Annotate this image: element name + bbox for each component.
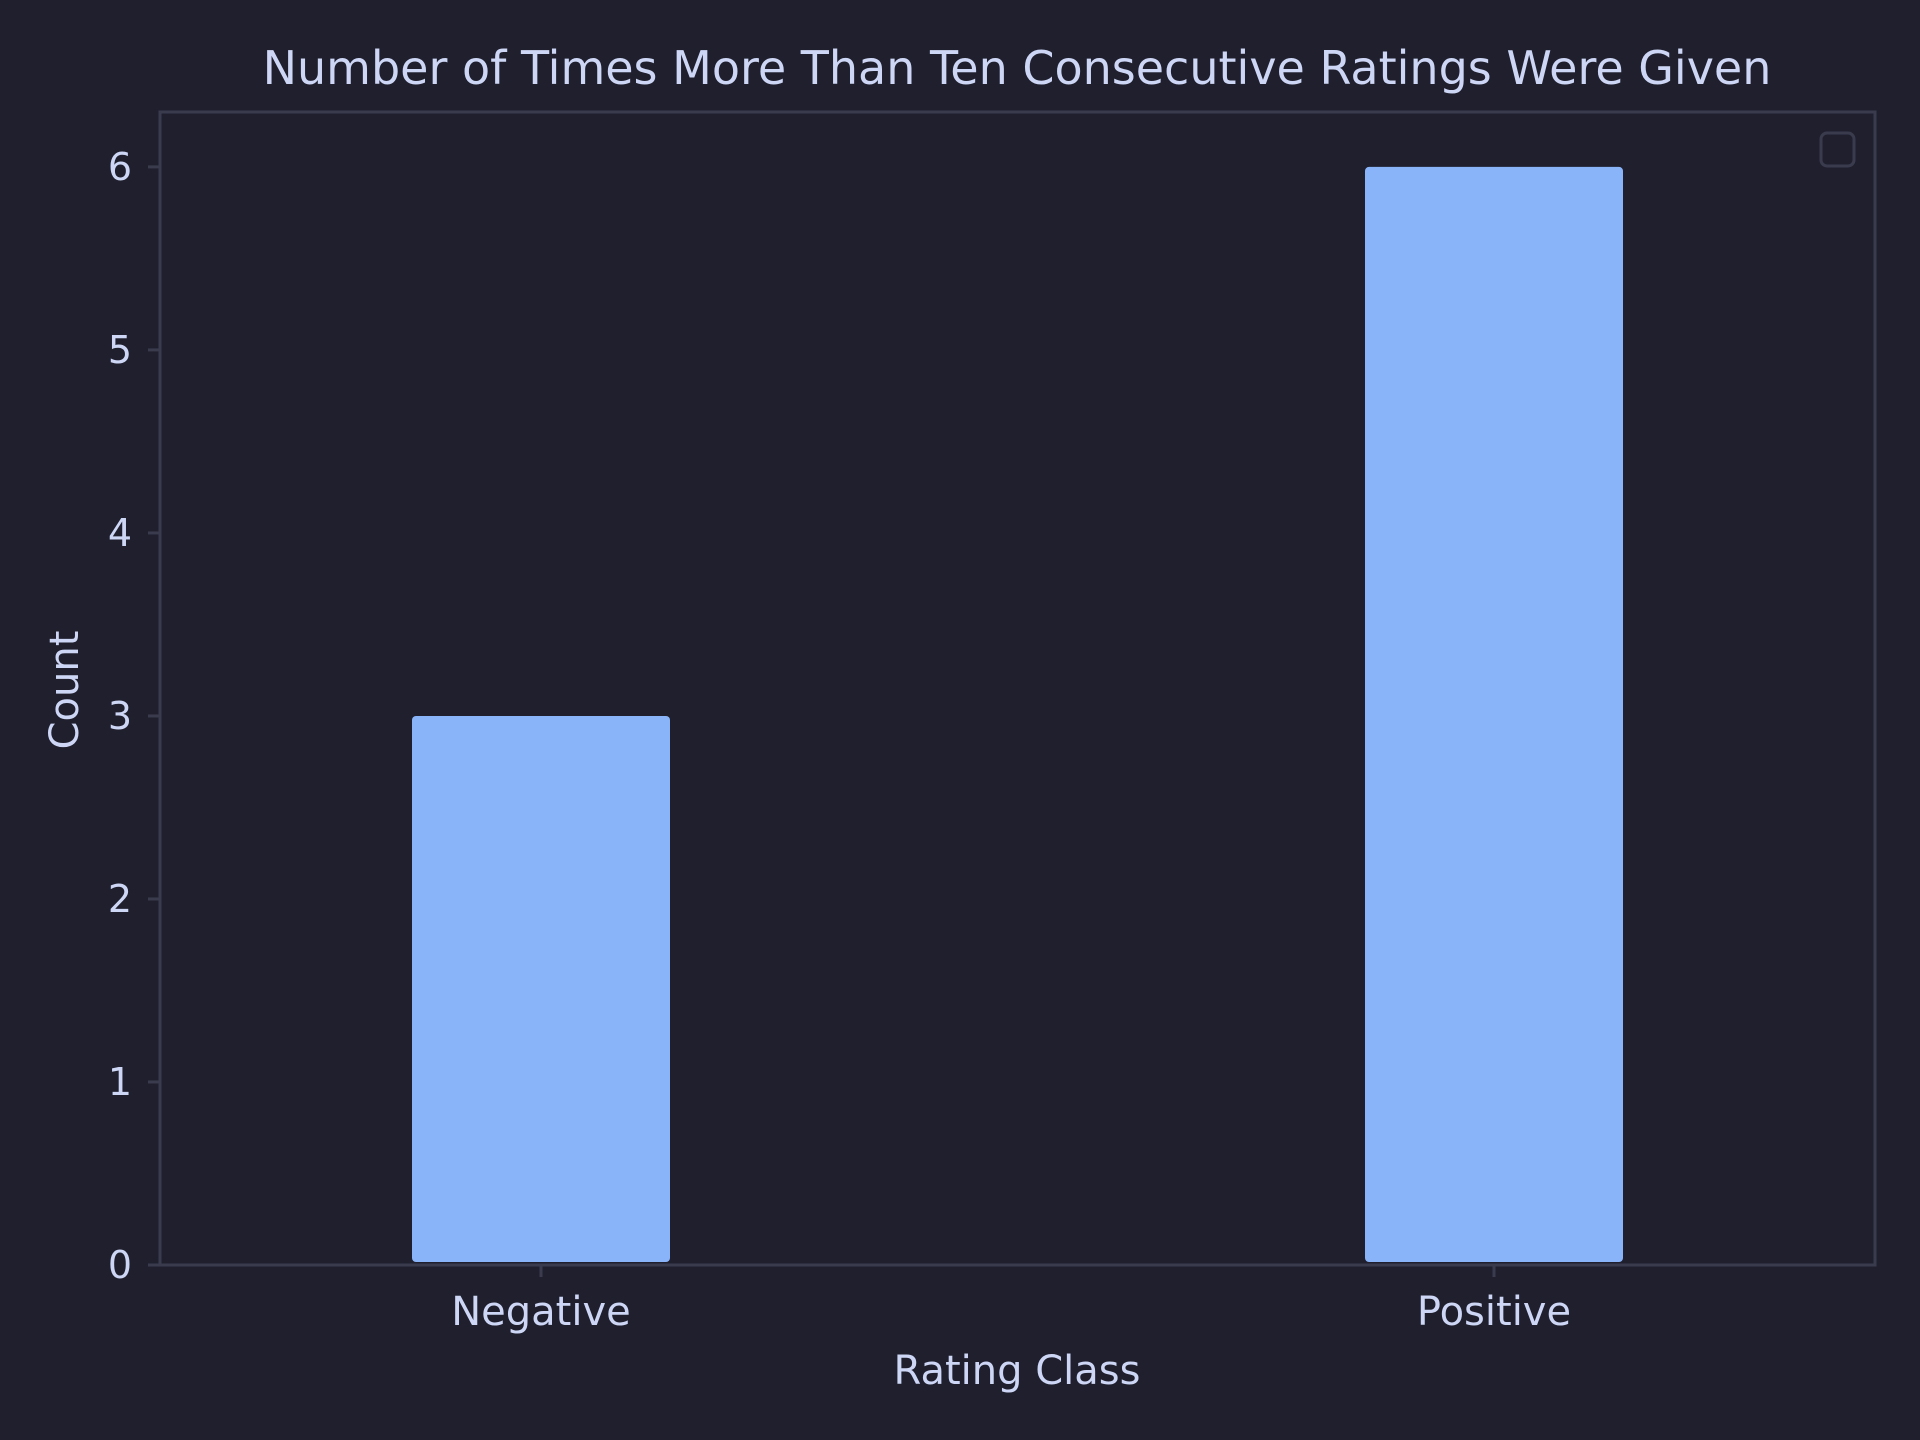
y-tick-label: 4 [108, 511, 132, 555]
y-tick-label: 0 [108, 1243, 132, 1287]
bar-negative [412, 715, 670, 1262]
y-tick-label: 2 [108, 877, 132, 921]
y-tick-label: 1 [108, 1060, 132, 1104]
bar-positive [1365, 166, 1623, 1262]
plot-area: 0 1 2 3 4 5 6 Negative Positive [108, 110, 1877, 1335]
y-tick-label: 5 [108, 328, 132, 372]
y-tick-label: 3 [108, 694, 132, 738]
x-tick-label: Negative [451, 1289, 631, 1335]
chart-title: Number of Times More Than Ten Consecutiv… [263, 41, 1772, 95]
plot-frame [158, 110, 1877, 1267]
x-tick-label: Positive [1417, 1289, 1571, 1335]
legend-box [1819, 131, 1856, 168]
y-axis-label: Count [42, 631, 88, 750]
x-axis-label: Rating Class [894, 1348, 1141, 1394]
y-tick-label: 6 [108, 145, 132, 189]
